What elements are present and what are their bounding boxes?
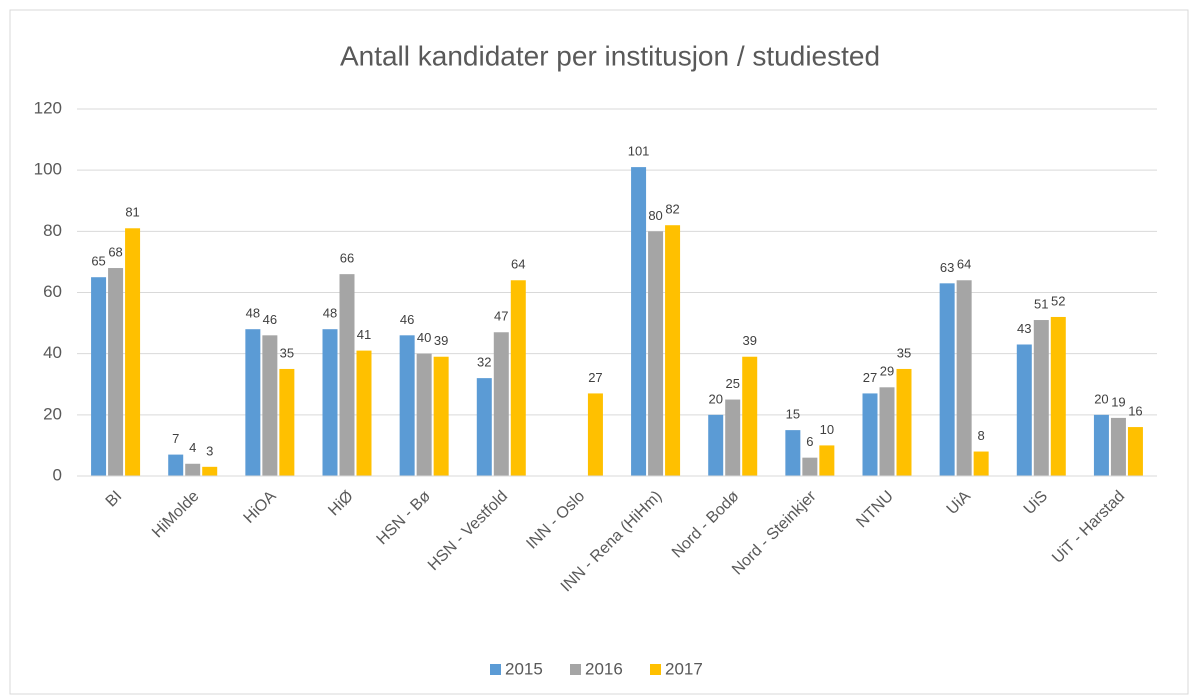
value-label: 39 xyxy=(742,333,756,348)
legend-label: 2015 xyxy=(505,659,543,678)
legend-label: 2016 xyxy=(585,659,623,678)
bar xyxy=(168,454,184,476)
bar xyxy=(1033,320,1049,476)
y-tick-label: 80 xyxy=(43,221,62,240)
value-label: 7 xyxy=(172,431,179,446)
bar xyxy=(476,378,492,476)
y-tick-label: 20 xyxy=(43,404,62,423)
y-tick-label: 60 xyxy=(43,282,62,301)
legend-swatch xyxy=(570,664,581,675)
bar xyxy=(262,335,278,476)
value-label: 40 xyxy=(417,330,431,345)
bar xyxy=(1093,414,1109,476)
value-label: 8 xyxy=(978,428,985,443)
bar xyxy=(802,457,818,476)
bar xyxy=(956,280,972,476)
bar xyxy=(973,451,989,476)
bar xyxy=(587,393,603,476)
bar xyxy=(322,329,338,476)
value-label: 81 xyxy=(125,205,139,220)
value-label: 82 xyxy=(665,202,679,217)
bar xyxy=(356,350,372,476)
value-label: 16 xyxy=(1128,404,1142,419)
bar xyxy=(1016,344,1032,476)
value-label: 27 xyxy=(863,370,877,385)
value-label: 4 xyxy=(189,440,196,455)
value-label: 10 xyxy=(820,422,834,437)
bar xyxy=(108,268,124,476)
bar xyxy=(245,329,261,476)
value-label: 20 xyxy=(708,391,722,406)
y-tick-label: 40 xyxy=(43,343,62,362)
value-label: 80 xyxy=(648,208,662,223)
value-label: 48 xyxy=(323,306,337,321)
value-label: 64 xyxy=(957,257,971,272)
bar xyxy=(725,399,741,476)
y-tick-label: 100 xyxy=(34,160,62,179)
value-label: 19 xyxy=(1111,394,1125,409)
value-label: 6 xyxy=(806,434,813,449)
bar xyxy=(648,231,664,476)
value-label: 68 xyxy=(108,244,122,259)
value-label: 65 xyxy=(91,254,105,269)
bar xyxy=(631,167,647,476)
value-label: 35 xyxy=(280,345,294,360)
bar xyxy=(896,368,912,476)
value-label: 63 xyxy=(940,260,954,275)
bar xyxy=(785,430,801,476)
bar xyxy=(91,277,107,476)
value-label: 29 xyxy=(880,364,894,379)
legend-swatch xyxy=(650,664,661,675)
bar xyxy=(510,280,526,476)
bar xyxy=(202,466,218,476)
value-label: 47 xyxy=(494,309,508,324)
value-label: 32 xyxy=(477,355,491,370)
value-label: 27 xyxy=(588,370,602,385)
chart-title: Antall kandidater per institusjon / stud… xyxy=(340,40,880,71)
chart-frame xyxy=(9,9,1189,695)
value-label: 52 xyxy=(1051,293,1065,308)
y-tick-label: 0 xyxy=(53,465,62,484)
value-label: 48 xyxy=(246,306,260,321)
bar xyxy=(493,332,509,476)
bar xyxy=(742,356,758,476)
value-label: 43 xyxy=(1017,321,1031,336)
value-label: 25 xyxy=(725,376,739,391)
value-label: 64 xyxy=(511,257,525,272)
legend-swatch xyxy=(490,664,501,675)
bar xyxy=(185,463,201,476)
bar xyxy=(879,387,895,476)
bar xyxy=(399,335,415,476)
bar xyxy=(339,274,355,476)
value-label: 39 xyxy=(434,333,448,348)
value-label: 46 xyxy=(263,312,277,327)
bar xyxy=(819,445,835,476)
bar xyxy=(708,414,724,476)
bar xyxy=(1110,417,1126,476)
bar xyxy=(1050,316,1066,476)
value-label: 20 xyxy=(1094,391,1108,406)
bar xyxy=(1127,427,1143,476)
value-label: 3 xyxy=(206,443,213,458)
y-tick-label: 120 xyxy=(34,98,62,117)
bar xyxy=(433,356,449,476)
bar xyxy=(125,228,141,476)
value-label: 46 xyxy=(400,312,414,327)
value-label: 41 xyxy=(357,327,371,342)
bar xyxy=(279,368,295,476)
value-label: 15 xyxy=(786,407,800,422)
value-label: 66 xyxy=(340,251,354,266)
bar xyxy=(939,283,955,476)
value-label: 101 xyxy=(628,144,650,159)
bar xyxy=(416,353,432,476)
value-label: 35 xyxy=(897,345,911,360)
bar xyxy=(665,225,681,476)
value-label: 51 xyxy=(1034,296,1048,311)
bar xyxy=(862,393,878,476)
legend-label: 2017 xyxy=(665,659,703,678)
